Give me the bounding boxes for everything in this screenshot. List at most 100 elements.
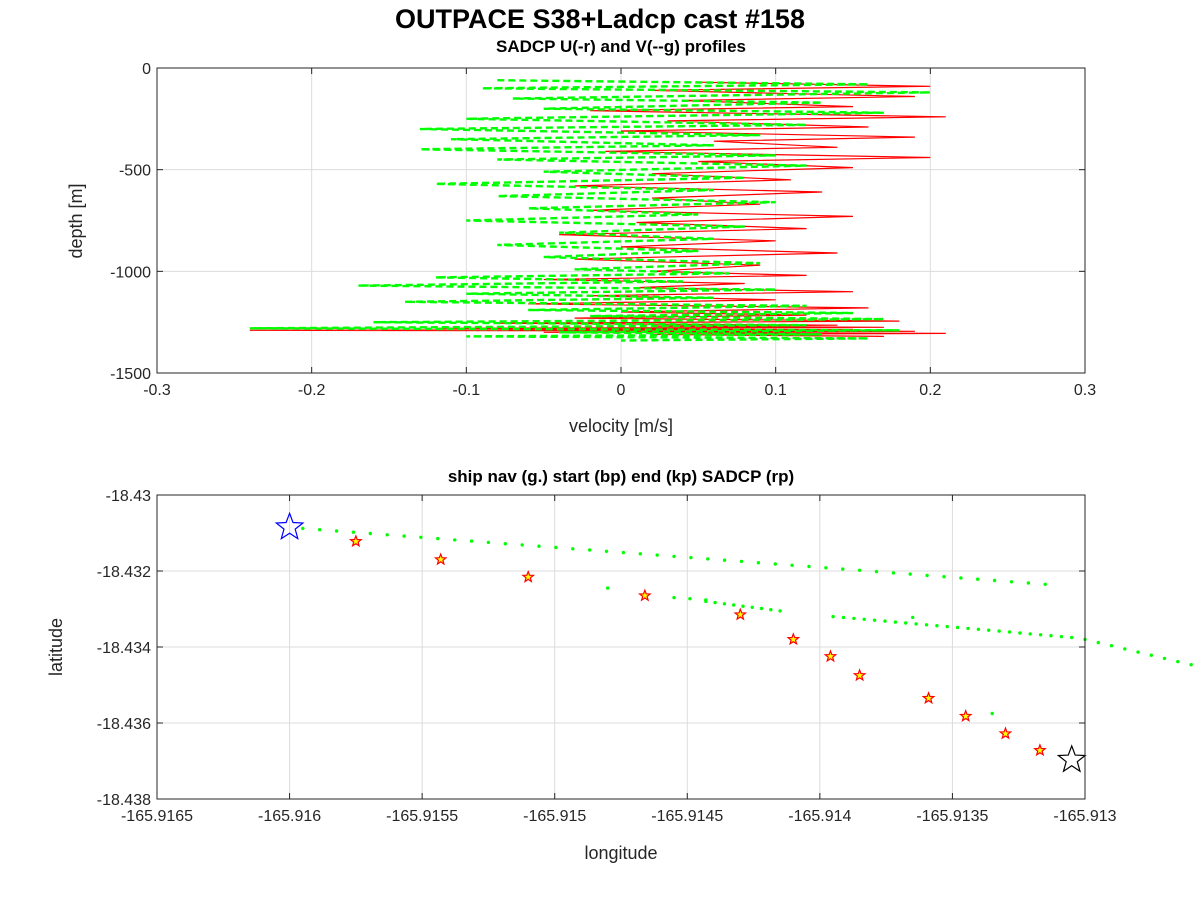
nav-y-tick-label: -18.436 [97,716,151,733]
nav-y-tick-label: -18.434 [97,640,151,657]
profile-x-tick-label: 0 [617,382,626,399]
ship-nav-point [987,628,991,632]
sadcp-marker-star [433,552,448,566]
sadcp-marker-star [637,588,652,602]
ship-nav-point [351,530,356,534]
profile-y-tick-label: -1500 [110,366,151,383]
ship-nav-point [756,561,761,565]
ship-nav-point [942,575,946,579]
profile-x-tick-label: -0.1 [453,382,481,399]
sadcp-marker-star [852,668,867,682]
sadcp-marker-star [823,649,838,663]
ship-nav-point [908,572,912,576]
ship-nav-point [1070,635,1074,640]
profile-x-tick-label: 0.1 [765,382,787,399]
ship-nav-point [769,608,773,612]
ship-nav-point [741,604,745,608]
profile-x-tick-label: 0.3 [1074,382,1096,399]
nav-x-axis-label: longitude [584,843,657,863]
ship-nav-point [1123,647,1127,651]
ship-nav-point [872,618,877,622]
ship-nav-point [904,621,908,625]
ship-nav-point [824,566,828,570]
ship-nav-point [945,624,949,629]
ship-nav-point [1018,631,1022,635]
ship-nav-point [739,559,744,564]
ship-nav-point [419,535,423,539]
ship-nav-point [1038,633,1043,637]
nav-x-tick-label: -165.9155 [386,808,458,825]
ship-nav-point [1109,644,1114,648]
ship-nav-point [773,562,777,566]
ship-nav-point [807,564,811,569]
ship-nav-point [621,550,626,555]
ship-nav-point [469,539,474,543]
nav-x-tick-label: -165.916 [258,808,321,825]
ship-nav-point [368,531,372,536]
ship-nav-point [638,552,642,556]
sadcp-marker-star [958,708,973,722]
ship-nav-point [706,557,710,561]
ship-nav-point [554,545,558,550]
nav-x-tick-label: -165.913 [1053,808,1116,825]
profile-plot-title: SADCP U(-r) and V(--g) profiles [496,37,746,56]
nav-x-tick-label: -165.9135 [916,808,988,825]
ship-nav-point [520,543,524,547]
ship-nav-point [704,599,708,604]
ship-nav-point [1162,656,1167,661]
ship-nav-point [385,533,389,537]
sadcp-marker-star [1033,743,1047,757]
ship-nav-point [893,620,898,624]
ship-nav-point [759,606,764,611]
ship-nav-point [672,554,676,559]
profile-y-tick-label: -500 [119,163,151,180]
nav-y-tick-label: -18.43 [106,488,151,505]
ship-nav-point [722,558,727,562]
ship-nav-point [688,597,692,601]
ship-nav-point [750,605,754,609]
ship-nav-point [925,573,929,578]
ship-nav-point [883,619,887,623]
ship-nav-point [301,526,305,531]
ship-nav-point [318,528,322,532]
sadcp-marker-star [733,607,748,621]
profile-x-tick-label: -0.2 [298,382,326,399]
ship-nav-point [841,567,845,571]
ship-nav-point [689,555,693,560]
ship-nav-point [722,602,727,606]
ship-nav-point [588,548,592,552]
ship-nav-point [914,622,918,626]
ship-nav-point [935,624,939,628]
start-marker-star [274,511,305,540]
ship-nav-point [891,571,896,575]
sadcp-marker-star [921,691,936,705]
ship-nav-point [604,549,609,553]
profile-x-tick-label: -0.3 [143,382,171,399]
ship-nav-point [1007,630,1012,634]
ship-nav-point [831,614,835,619]
ship-nav-point [1049,634,1053,638]
ship-nav-point [732,603,736,607]
nav-x-tick-label: -165.915 [523,808,586,825]
ship-nav-point [1189,663,1193,667]
ship-nav-point [990,711,994,716]
ship-nav-point [924,623,929,627]
nav-plot-title: ship nav (g.) start (bp) end (kp) SADCP … [448,467,794,486]
sadcp-marker-star [998,726,1013,740]
ship-nav-point [992,578,997,583]
profile-y-axis-label: depth [m] [66,183,86,258]
ship-nav-point [503,542,507,546]
profile-y-tick-label: -1000 [110,264,151,281]
ship-nav-point [778,609,782,613]
ship-nav-point [1059,634,1064,639]
ship-nav-point [997,629,1001,633]
ship-nav-point [1009,580,1014,584]
ship-nav-point [1149,653,1154,657]
ship-nav-point [1176,659,1180,664]
ship-nav-point [606,586,610,590]
ship-nav-point [874,569,879,574]
nav-plot-axes: -165.9165 -165.916 -165.9155 -165.915 -165.9… [97,488,1193,825]
nav-x-tick-label: -165.914 [788,808,851,825]
ship-nav-point [1028,632,1032,636]
